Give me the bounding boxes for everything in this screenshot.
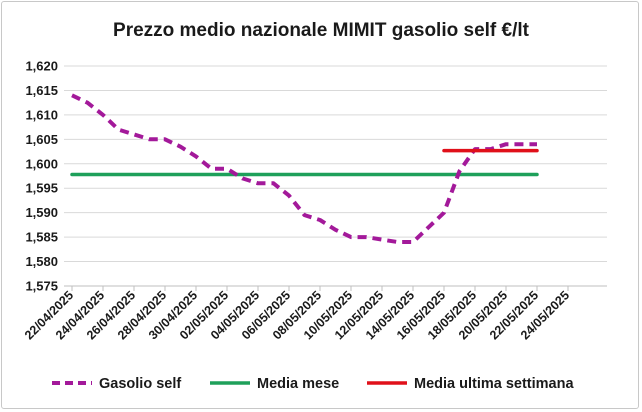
series-lines	[70, 93, 539, 244]
y-tick-label: 1,580	[25, 254, 58, 269]
y-tick-label: 1,585	[25, 230, 58, 245]
chart-title: Prezzo medio nazionale MIMIT gasolio sel…	[113, 20, 530, 41]
legend-label: Gasolio self	[99, 376, 181, 392]
y-tick-label: 1,615	[25, 83, 58, 98]
legend-label: Media ultima settimana	[414, 376, 574, 392]
gridlines	[64, 65, 607, 287]
y-tick-label: 1,575	[25, 279, 58, 294]
y-tick-label: 1,595	[25, 181, 58, 196]
y-axis: 1,575 1,580 1,585 1,590 1,595 1,600 1,605 1,610…	[25, 59, 58, 294]
y-tick-label: 1,600	[25, 156, 58, 171]
series-line-gasolio-self	[71, 93, 537, 244]
legend: Gasolio self Media mese Media ultima setti…	[52, 376, 574, 392]
legend-label: Media mese	[257, 376, 339, 392]
y-tick-label: 1,605	[25, 132, 58, 147]
y-tick-label: 1,620	[25, 59, 58, 74]
y-tick-label: 1,610	[25, 107, 58, 122]
x-axis: 22/04/202524/04/202526/04/202528/04/2025…	[22, 286, 572, 342]
y-tick-label: 1,590	[25, 205, 58, 220]
